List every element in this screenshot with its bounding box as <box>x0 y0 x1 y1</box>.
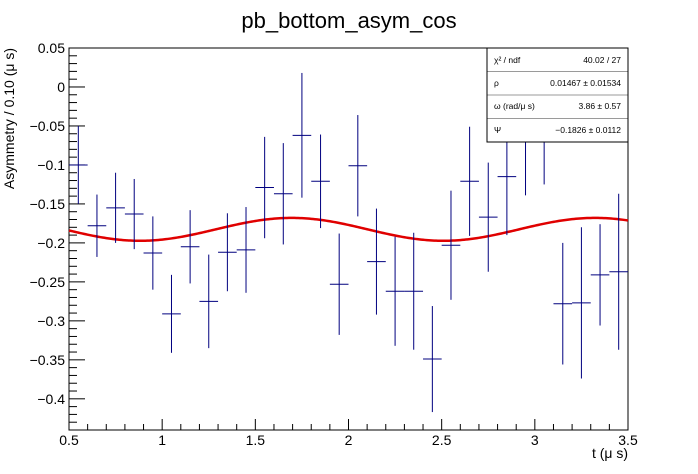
data-point <box>292 72 312 198</box>
stats-label-chi2: χ² / ndf <box>494 55 521 65</box>
data-point <box>143 216 163 290</box>
data-point <box>609 193 628 350</box>
fit-line <box>68 216 629 243</box>
stats-value-chi2: 40.02 / 27 <box>583 55 621 65</box>
x-tick-label: 2 <box>345 432 353 448</box>
stats-value-omega: 3.86 ± 0.57 <box>579 101 622 111</box>
data-point <box>553 242 573 365</box>
data-point <box>180 210 200 284</box>
data-point <box>404 232 424 350</box>
y-tick-label: 0.05 <box>38 40 65 56</box>
x-axis: 0.5 1 1.5 2 2.5 3 3.5 <box>59 419 638 448</box>
data-point <box>106 172 125 243</box>
x-tick-label: 3.5 <box>618 432 638 448</box>
data-point <box>255 136 274 239</box>
data-point <box>124 178 144 250</box>
x-tick-label: 0.5 <box>59 432 79 448</box>
x-tick-label: 1 <box>158 432 166 448</box>
y-tick-label: −0.25 <box>30 274 66 290</box>
y-tick-label: −0.15 <box>30 196 66 212</box>
stats-value-rho: 0.01467 ± 0.01534 <box>550 78 621 88</box>
data-point <box>441 190 461 300</box>
chart-title: pb_bottom_asym_cos <box>241 8 456 33</box>
y-axis-title: Asymmetry / 0.10 (μ s) <box>1 48 17 189</box>
stats-label-rho: ρ <box>494 78 499 88</box>
y-tick-label: 0 <box>57 79 65 95</box>
data-point <box>87 194 107 257</box>
y-tick-label: −0.2 <box>37 235 65 251</box>
x-axis-title: t (μ s) <box>592 445 628 461</box>
data-point <box>423 306 442 413</box>
data-point <box>367 208 386 315</box>
stats-label-psi: Ψ <box>494 125 501 135</box>
stats-box: χ² / ndf 40.02 / 27 ρ 0.01467 ± 0.01534 … <box>486 47 629 143</box>
data-point <box>199 254 219 349</box>
data-point <box>478 162 498 272</box>
y-tick-label: −0.05 <box>30 118 66 134</box>
data-point <box>590 224 610 326</box>
x-tick-label: 2.5 <box>432 432 452 448</box>
data-point <box>69 125 88 204</box>
data-point <box>385 236 405 346</box>
data-point <box>273 143 293 245</box>
fit-curve <box>68 216 629 243</box>
data-point <box>348 115 368 217</box>
data-point <box>218 213 237 292</box>
data-point <box>460 126 479 236</box>
y-tick-label: −0.3 <box>37 313 65 329</box>
data-points <box>69 59 628 413</box>
x-tick-label: 1.5 <box>246 432 266 448</box>
stats-label-omega: ω (rad/μ s) <box>494 101 535 111</box>
data-point <box>162 274 181 353</box>
data-point <box>329 233 349 335</box>
x-tick-label: 3 <box>531 432 539 448</box>
y-tick-label: −0.4 <box>37 391 65 407</box>
data-point <box>572 227 591 379</box>
stats-value-psi: −0.1826 ± 0.0112 <box>555 125 621 135</box>
data-point <box>236 207 256 293</box>
y-tick-label: −0.35 <box>30 352 66 368</box>
y-tick-label: −0.1 <box>37 157 65 173</box>
data-point <box>311 134 330 229</box>
y-axis: 0.05 0 −0.05 −0.1 −0.15 −0.2 −0.25 −0.3 −0.35 −0.… <box>30 40 85 431</box>
